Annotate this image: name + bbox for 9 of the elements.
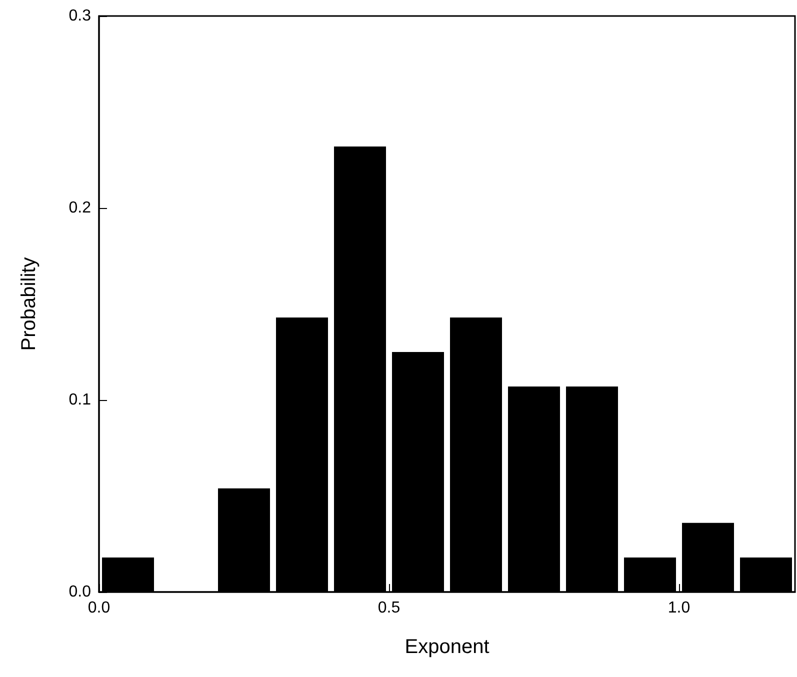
- y-tick-label: 0.3: [68, 8, 92, 24]
- x-tick-label: 0.5: [378, 600, 400, 616]
- x-tick-label: 1.0: [668, 600, 690, 616]
- y-axis-title: Probability: [18, 257, 40, 351]
- y-tick-label: 0.1: [68, 392, 92, 408]
- x-axis-title: Exponent: [404, 636, 490, 658]
- y-tick-label: 0.2: [68, 200, 92, 216]
- x-tick-label: 0.0: [88, 600, 110, 616]
- y-tick-label: 0.0: [68, 584, 92, 600]
